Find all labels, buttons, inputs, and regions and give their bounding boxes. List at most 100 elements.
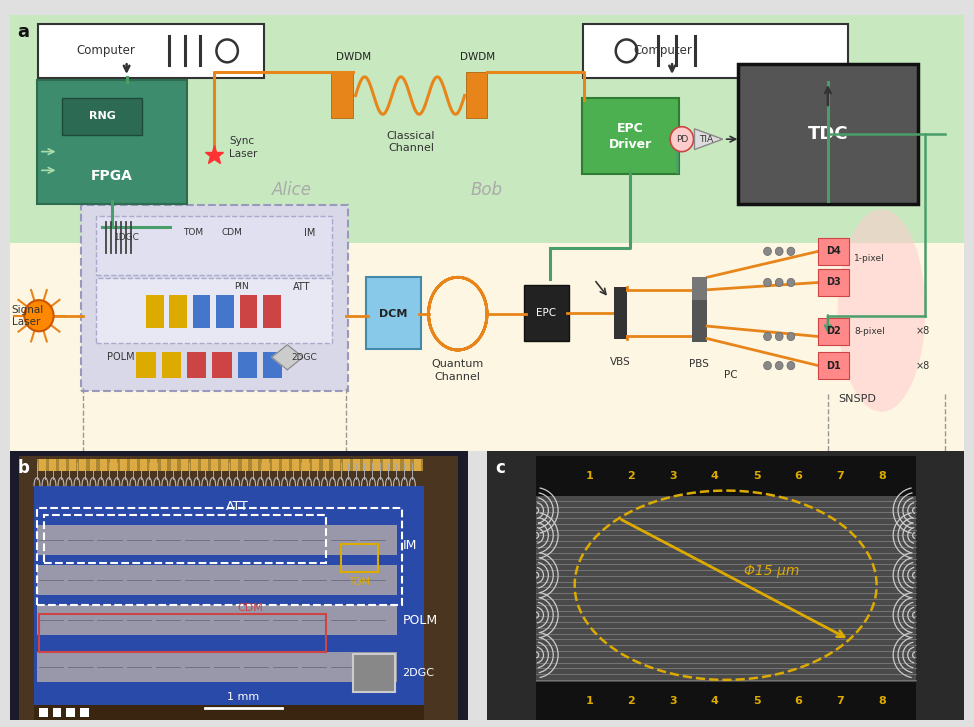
Text: 8: 8 xyxy=(879,470,886,481)
Bar xyxy=(363,459,370,470)
Text: 2: 2 xyxy=(627,696,635,706)
Bar xyxy=(37,526,397,555)
Bar xyxy=(343,459,350,470)
Text: 2DGC: 2DGC xyxy=(291,353,317,362)
FancyBboxPatch shape xyxy=(146,295,164,328)
FancyBboxPatch shape xyxy=(187,352,206,378)
Polygon shape xyxy=(272,345,303,370)
Circle shape xyxy=(787,278,795,286)
Bar xyxy=(191,459,198,470)
Text: POLM: POLM xyxy=(402,614,437,627)
Bar xyxy=(10,15,964,243)
Bar xyxy=(80,708,89,717)
Text: D1: D1 xyxy=(826,361,842,371)
Circle shape xyxy=(775,247,783,255)
Ellipse shape xyxy=(838,209,925,411)
Text: 2DGC: 2DGC xyxy=(402,668,434,678)
Bar xyxy=(34,704,424,720)
Text: 1: 1 xyxy=(585,470,593,481)
Bar xyxy=(80,459,87,470)
Text: EPC
Driver: EPC Driver xyxy=(609,121,652,150)
Bar xyxy=(373,459,380,470)
Bar xyxy=(251,459,258,470)
Bar xyxy=(333,459,340,470)
Text: DWDM: DWDM xyxy=(460,52,495,63)
Text: TOM: TOM xyxy=(349,577,370,587)
Circle shape xyxy=(764,361,771,370)
Text: POLM: POLM xyxy=(107,353,134,362)
Circle shape xyxy=(24,300,54,332)
Bar xyxy=(150,459,157,470)
Bar xyxy=(536,496,916,682)
Bar xyxy=(313,459,319,470)
Text: 8: 8 xyxy=(879,696,886,706)
FancyBboxPatch shape xyxy=(96,278,332,342)
Bar xyxy=(232,459,239,470)
Bar xyxy=(181,459,188,470)
Circle shape xyxy=(775,278,783,286)
Text: D4: D4 xyxy=(826,246,842,257)
Bar xyxy=(39,459,46,470)
Bar xyxy=(403,459,410,470)
FancyBboxPatch shape xyxy=(331,72,353,119)
Text: 7: 7 xyxy=(837,696,844,706)
Bar xyxy=(66,708,75,717)
Text: 3: 3 xyxy=(669,696,677,706)
FancyBboxPatch shape xyxy=(738,65,918,204)
Text: D2: D2 xyxy=(826,326,842,337)
FancyBboxPatch shape xyxy=(366,277,421,349)
FancyBboxPatch shape xyxy=(38,24,264,78)
Text: Quantum
Channel: Quantum Channel xyxy=(431,359,484,382)
Bar xyxy=(120,459,127,470)
Text: ×8: ×8 xyxy=(916,361,930,371)
FancyBboxPatch shape xyxy=(818,318,849,345)
Text: TIA: TIA xyxy=(699,134,713,144)
Circle shape xyxy=(787,332,795,341)
Text: 5: 5 xyxy=(753,696,761,706)
Text: 7: 7 xyxy=(837,470,844,481)
FancyBboxPatch shape xyxy=(583,24,848,78)
Text: 3: 3 xyxy=(669,470,677,481)
Text: PC: PC xyxy=(724,370,737,379)
Bar xyxy=(90,459,96,470)
Text: PBS: PBS xyxy=(690,359,709,369)
Bar xyxy=(302,459,309,470)
Bar xyxy=(536,682,916,720)
FancyBboxPatch shape xyxy=(818,269,849,296)
Text: ATT: ATT xyxy=(226,499,248,513)
Text: IM: IM xyxy=(402,539,417,552)
Text: Sync
Laser: Sync Laser xyxy=(229,136,257,158)
Bar xyxy=(10,243,964,451)
Text: CDM: CDM xyxy=(221,228,243,237)
Text: DWDM: DWDM xyxy=(336,52,371,63)
Text: VBS: VBS xyxy=(610,357,631,367)
Bar xyxy=(282,459,289,470)
FancyBboxPatch shape xyxy=(169,295,187,328)
Circle shape xyxy=(764,278,771,286)
Text: PD: PD xyxy=(676,134,688,144)
Bar xyxy=(242,459,248,470)
Bar xyxy=(211,459,218,470)
FancyBboxPatch shape xyxy=(162,352,181,378)
Bar xyxy=(384,459,391,470)
Bar xyxy=(161,459,168,470)
Text: Computer: Computer xyxy=(77,44,135,57)
Text: DCM: DCM xyxy=(379,309,408,318)
Circle shape xyxy=(787,361,795,370)
FancyBboxPatch shape xyxy=(692,284,707,342)
Bar xyxy=(221,459,228,470)
Text: 1-pixel: 1-pixel xyxy=(854,254,885,263)
Text: IM: IM xyxy=(304,228,316,238)
Circle shape xyxy=(764,247,771,255)
Text: a: a xyxy=(18,23,29,41)
Bar xyxy=(37,652,397,682)
FancyBboxPatch shape xyxy=(212,352,232,378)
Text: PIN: PIN xyxy=(234,282,249,291)
FancyBboxPatch shape xyxy=(818,238,849,265)
FancyBboxPatch shape xyxy=(353,654,395,692)
FancyBboxPatch shape xyxy=(240,295,257,328)
Text: EPC: EPC xyxy=(537,308,556,318)
Text: RNG: RNG xyxy=(89,111,116,121)
Text: CDM: CDM xyxy=(237,603,263,613)
Bar xyxy=(49,459,56,470)
